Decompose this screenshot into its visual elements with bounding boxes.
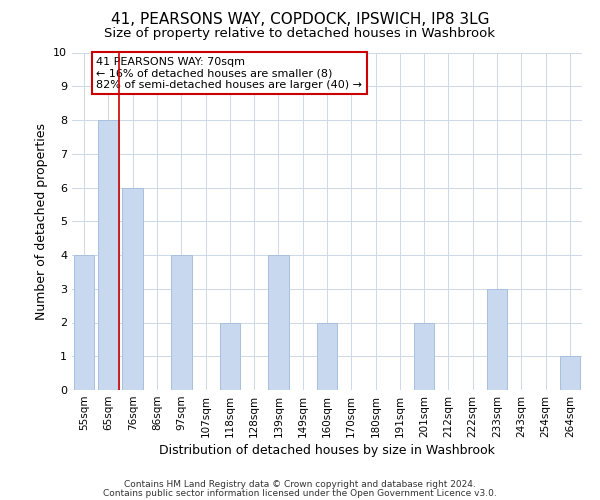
Bar	[414, 322, 434, 390]
Bar	[122, 188, 143, 390]
Bar	[317, 322, 337, 390]
Bar	[171, 255, 191, 390]
Text: 41, PEARSONS WAY, COPDOCK, IPSWICH, IP8 3LG: 41, PEARSONS WAY, COPDOCK, IPSWICH, IP8 …	[111, 12, 489, 28]
Text: 41 PEARSONS WAY: 70sqm
← 16% of detached houses are smaller (8)
82% of semi-deta: 41 PEARSONS WAY: 70sqm ← 16% of detached…	[96, 56, 362, 90]
Text: Size of property relative to detached houses in Washbrook: Size of property relative to detached ho…	[104, 28, 496, 40]
Bar	[74, 255, 94, 390]
Y-axis label: Number of detached properties: Number of detached properties	[35, 122, 47, 320]
Bar	[220, 322, 240, 390]
Bar	[98, 120, 119, 390]
Bar	[268, 255, 289, 390]
Text: Contains public sector information licensed under the Open Government Licence v3: Contains public sector information licen…	[103, 488, 497, 498]
Bar	[487, 289, 508, 390]
Bar	[560, 356, 580, 390]
Text: Contains HM Land Registry data © Crown copyright and database right 2024.: Contains HM Land Registry data © Crown c…	[124, 480, 476, 489]
X-axis label: Distribution of detached houses by size in Washbrook: Distribution of detached houses by size …	[159, 444, 495, 457]
